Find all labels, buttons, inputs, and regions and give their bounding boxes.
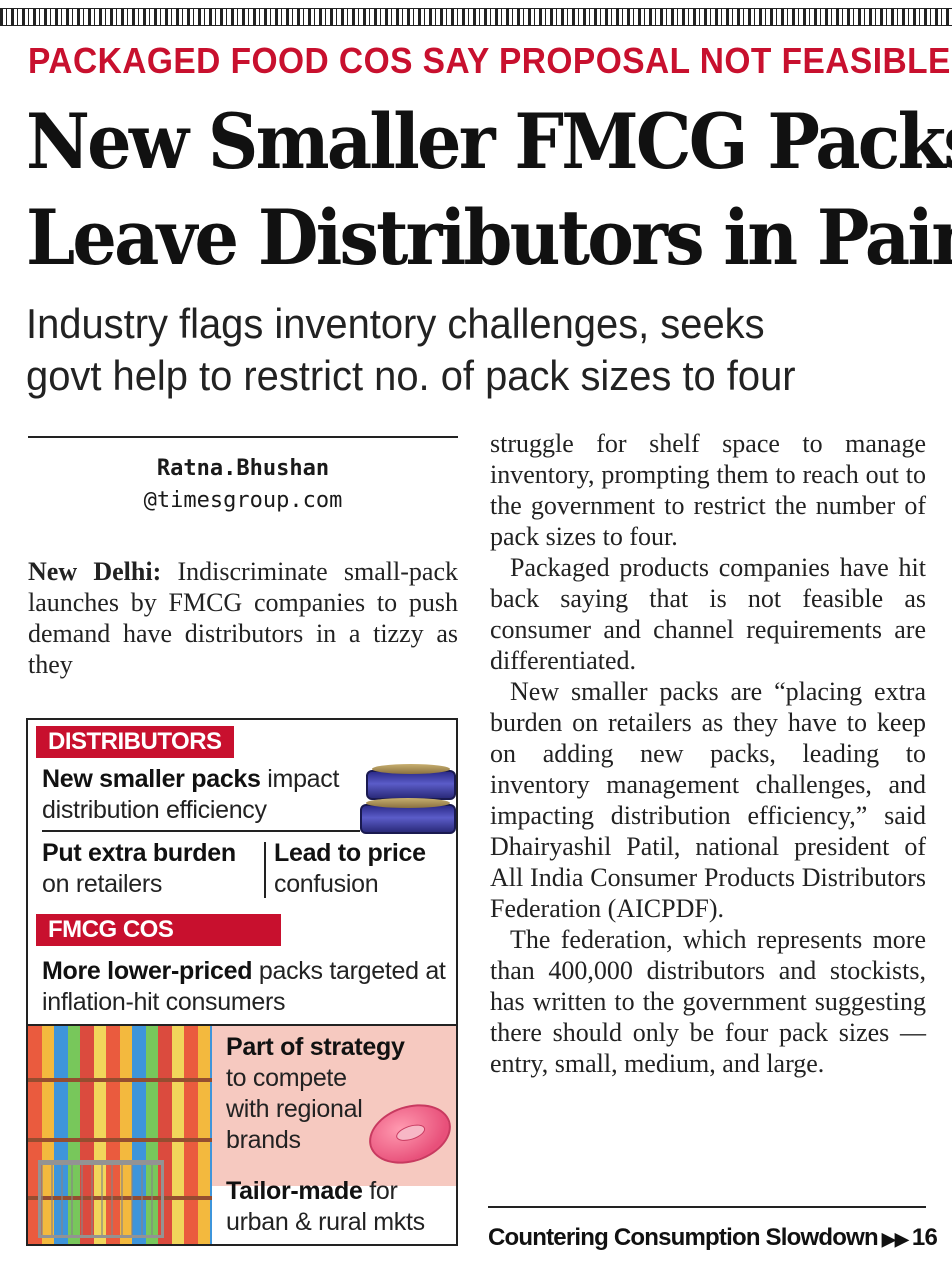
headline-line-2: Leave Distributors in Pain bbox=[26, 193, 952, 282]
fmcg-point-1-bold: More lower-priced bbox=[42, 957, 253, 985]
continuation-page: 16 bbox=[911, 1224, 938, 1251]
footer-rule bbox=[488, 1206, 926, 1208]
fmcg-point-2-line-2: with regional bbox=[226, 1095, 363, 1123]
lead-text: Indiscriminate small-pack launches by FM… bbox=[28, 557, 458, 679]
fmcg-point-3-text-2: urban & rural mkts bbox=[226, 1208, 425, 1236]
story-paragraph-1: struggle for shelf space to manage inven… bbox=[490, 429, 926, 551]
distributors-point-1-text: impact distribution efficiency bbox=[42, 765, 340, 824]
byline-rule bbox=[28, 436, 458, 438]
divider bbox=[28, 1024, 456, 1026]
dateline: New Delhi: bbox=[28, 557, 162, 586]
story-paragraph-2: Packaged products companies have hit bac… bbox=[490, 553, 926, 675]
infobox: DISTRIBUTORS New smaller packs impact di… bbox=[26, 718, 458, 1246]
continuation-link[interactable]: Countering Consumption Slowdown ▶▶ 16 bbox=[488, 1224, 938, 1252]
divider bbox=[264, 842, 266, 898]
fmcg-point-1: More lower-priced packs targeted at infl… bbox=[42, 956, 452, 1018]
fmcg-point-3-text-1: for bbox=[362, 1177, 398, 1205]
distributors-point-2-text: on retailers bbox=[42, 870, 163, 898]
story-paragraph-4: The federation, which represents more th… bbox=[490, 925, 926, 1078]
headline: New Smaller FMCG Packs Leave Distributor… bbox=[26, 94, 952, 286]
fmcg-point-1-text: packs targeted at inflation-hit consumer… bbox=[42, 957, 446, 1016]
fmcg-point-2-line-3: brands bbox=[226, 1126, 301, 1154]
deck: Industry flags inventory challenges, see… bbox=[26, 298, 936, 402]
distributors-label: DISTRIBUTORS bbox=[36, 726, 234, 758]
fmcg-point-2-bold: Part of strategy bbox=[226, 1033, 405, 1061]
top-rule-decoration bbox=[0, 8, 952, 26]
tin-can-image bbox=[360, 798, 456, 834]
deck-line-1: Industry flags inventory challenges, see… bbox=[26, 300, 765, 347]
fmcg-point-3-bold: Tailor-made bbox=[226, 1177, 363, 1205]
distributors-point-1-bold: New smaller packs bbox=[42, 765, 261, 793]
fmcg-point-2: Part of strategy to compete with regiona… bbox=[226, 1032, 446, 1156]
tin-can-image bbox=[366, 764, 456, 800]
story-lead: New Delhi: Indiscriminate small-pack lau… bbox=[28, 556, 458, 680]
byline-email: @timesgroup.com bbox=[143, 488, 343, 513]
story-paragraph-3: New smaller packs are “placing extra bur… bbox=[490, 677, 926, 923]
distributors-point-3: Lead to price confusion bbox=[274, 838, 454, 900]
continuation-text: Countering Consumption Slowdown bbox=[488, 1224, 879, 1251]
deck-line-2: govt help to restrict no. of pack sizes … bbox=[26, 352, 796, 399]
kicker: PACKAGED FOOD COS SAY PROPOSAL NOT FEASI… bbox=[28, 40, 951, 81]
story-continued: struggle for shelf space to manage inven… bbox=[490, 428, 926, 1079]
distributors-point-2-bold: Put extra burden bbox=[42, 839, 236, 867]
distributors-point-2: Put extra burden on retailers bbox=[42, 838, 262, 900]
byline-name: Ratna.Bhushan bbox=[156, 456, 330, 481]
fmcg-label: FMCG COS bbox=[36, 914, 282, 946]
double-arrow-icon: ▶▶ bbox=[881, 1229, 909, 1249]
fmcg-point-2-line-1: to compete bbox=[226, 1064, 347, 1092]
divider bbox=[42, 830, 360, 832]
distributors-point-3-text: confusion bbox=[274, 870, 379, 898]
headline-line-1: New Smaller FMCG Packs bbox=[26, 97, 952, 186]
fmcg-point-3: Tailor-made for urban & rural mkts bbox=[226, 1176, 456, 1238]
distributors-point-3-bold: Lead to price bbox=[274, 839, 426, 867]
supermarket-shelf-image bbox=[28, 1026, 212, 1244]
distributors-point-1: New smaller packs impact distribution ef… bbox=[42, 764, 372, 826]
